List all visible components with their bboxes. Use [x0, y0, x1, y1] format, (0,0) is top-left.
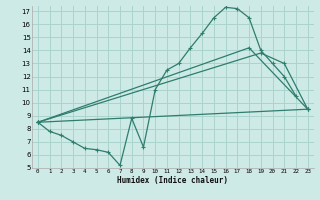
X-axis label: Humidex (Indice chaleur): Humidex (Indice chaleur) — [117, 176, 228, 185]
